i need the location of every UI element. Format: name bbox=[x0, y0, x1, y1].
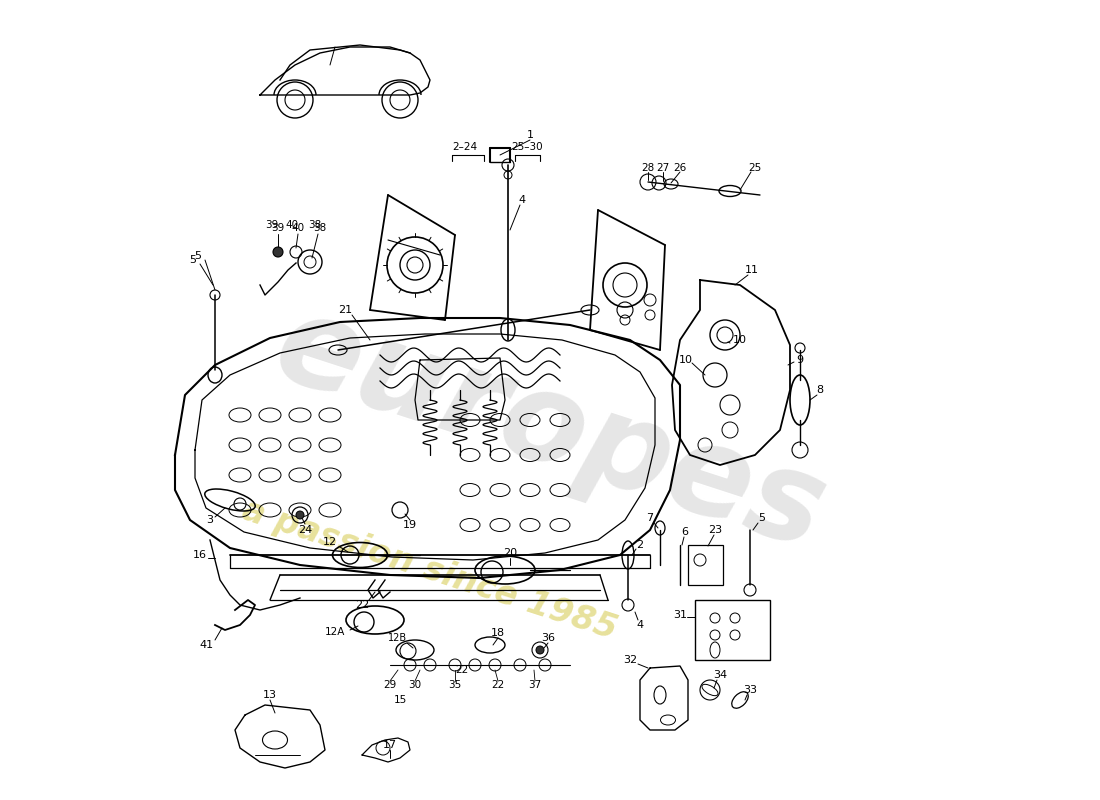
Text: 4: 4 bbox=[637, 620, 644, 630]
Text: 13: 13 bbox=[263, 690, 277, 700]
Text: 23: 23 bbox=[708, 525, 722, 535]
Text: 4: 4 bbox=[518, 195, 526, 205]
Text: 19: 19 bbox=[403, 520, 417, 530]
Text: 40: 40 bbox=[292, 223, 305, 233]
Text: 2: 2 bbox=[637, 540, 644, 550]
Text: 10: 10 bbox=[733, 335, 747, 345]
Text: 24: 24 bbox=[298, 525, 312, 535]
Circle shape bbox=[273, 247, 283, 257]
Text: 36: 36 bbox=[541, 633, 556, 643]
Text: 15: 15 bbox=[394, 695, 407, 705]
Text: 26: 26 bbox=[673, 163, 686, 173]
Text: 33: 33 bbox=[742, 685, 757, 695]
Text: 38: 38 bbox=[314, 223, 327, 233]
Text: 17: 17 bbox=[383, 740, 397, 750]
Text: 27: 27 bbox=[657, 163, 670, 173]
Text: 35: 35 bbox=[449, 680, 462, 690]
Text: 39: 39 bbox=[265, 220, 278, 230]
Text: 28: 28 bbox=[641, 163, 654, 173]
Text: 11: 11 bbox=[745, 265, 759, 275]
Text: 5: 5 bbox=[189, 255, 197, 265]
Circle shape bbox=[536, 646, 544, 654]
Text: 16: 16 bbox=[192, 550, 207, 560]
Text: 22: 22 bbox=[355, 600, 370, 610]
Text: 2–24: 2–24 bbox=[452, 142, 477, 152]
Text: 5: 5 bbox=[759, 513, 766, 523]
Text: 25: 25 bbox=[748, 163, 761, 173]
Text: 3: 3 bbox=[207, 515, 213, 525]
Text: 31: 31 bbox=[673, 610, 688, 620]
Text: 1: 1 bbox=[527, 130, 534, 140]
Text: 38: 38 bbox=[308, 220, 321, 230]
Bar bbox=[688, 545, 723, 585]
Text: europes: europes bbox=[261, 285, 839, 575]
Text: 8: 8 bbox=[816, 385, 824, 395]
Text: 12A: 12A bbox=[324, 627, 345, 637]
Text: 22: 22 bbox=[455, 665, 469, 675]
Circle shape bbox=[296, 511, 304, 519]
Bar bbox=[695, 600, 770, 660]
Text: 20: 20 bbox=[503, 548, 517, 558]
Text: 10: 10 bbox=[679, 355, 693, 365]
Text: 12B: 12B bbox=[388, 633, 408, 643]
Text: a passion since 1985: a passion since 1985 bbox=[239, 494, 622, 646]
Text: 32: 32 bbox=[623, 655, 637, 665]
Text: 7: 7 bbox=[647, 513, 653, 523]
Text: 30: 30 bbox=[408, 680, 421, 690]
Text: 21: 21 bbox=[338, 305, 352, 315]
Text: 39: 39 bbox=[272, 223, 285, 233]
Text: 40: 40 bbox=[285, 220, 298, 230]
Text: 9: 9 bbox=[796, 355, 804, 365]
Text: 18: 18 bbox=[491, 628, 505, 638]
Text: 22: 22 bbox=[492, 680, 505, 690]
Text: 6: 6 bbox=[682, 527, 689, 537]
Text: 34: 34 bbox=[713, 670, 727, 680]
Text: 29: 29 bbox=[384, 680, 397, 690]
Text: 5: 5 bbox=[195, 251, 201, 261]
Text: 37: 37 bbox=[528, 680, 541, 690]
Text: 41: 41 bbox=[200, 640, 214, 650]
Text: 25–30: 25–30 bbox=[512, 142, 542, 152]
Text: 12: 12 bbox=[323, 537, 337, 547]
